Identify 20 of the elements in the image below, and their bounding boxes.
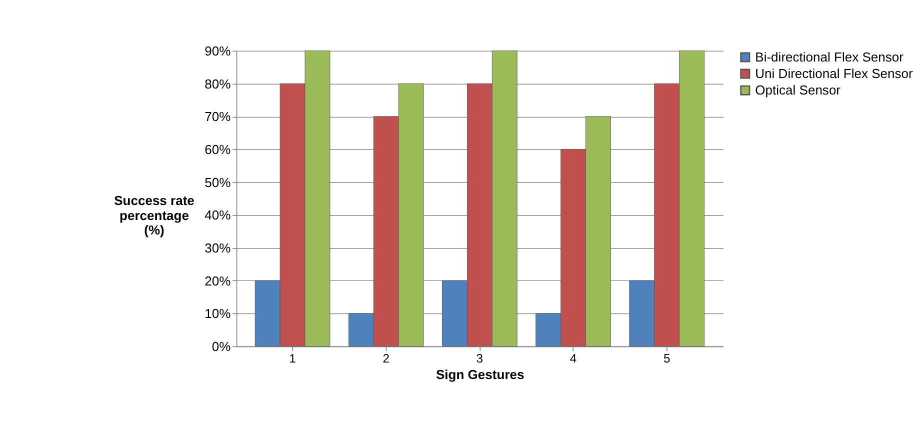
y-tick-label: 90% [204, 44, 232, 59]
y-tick-label: 70% [204, 109, 232, 124]
legend-label: Optical Sensor [755, 82, 842, 98]
y-tick-label: 20% [204, 273, 232, 288]
y-tick-label: 10% [204, 306, 232, 322]
legend-label: Bi-directional Flex Sensor [755, 50, 904, 65]
x-tick-label: 5 [663, 351, 670, 366]
y-tick-label: 60% [204, 142, 232, 158]
y-tick-label: 30% [204, 240, 232, 256]
y-tick-label: 0% [212, 339, 232, 354]
legend-label: Uni Directional Flex Sensor [755, 66, 914, 82]
y-axis-title: Success rate percentage (%) [114, 193, 194, 238]
y-tick-label: 50% [204, 174, 232, 190]
x-axis-title: Sign Gestures [436, 366, 524, 382]
y-tick-label: 40% [204, 208, 232, 223]
y-tick-label: 80% [204, 76, 232, 92]
x-tick-label: 4 [570, 351, 577, 366]
x-tick-label: 3 [476, 351, 484, 366]
x-tick-label: 2 [382, 351, 390, 366]
x-tick-label: 1 [289, 351, 296, 366]
